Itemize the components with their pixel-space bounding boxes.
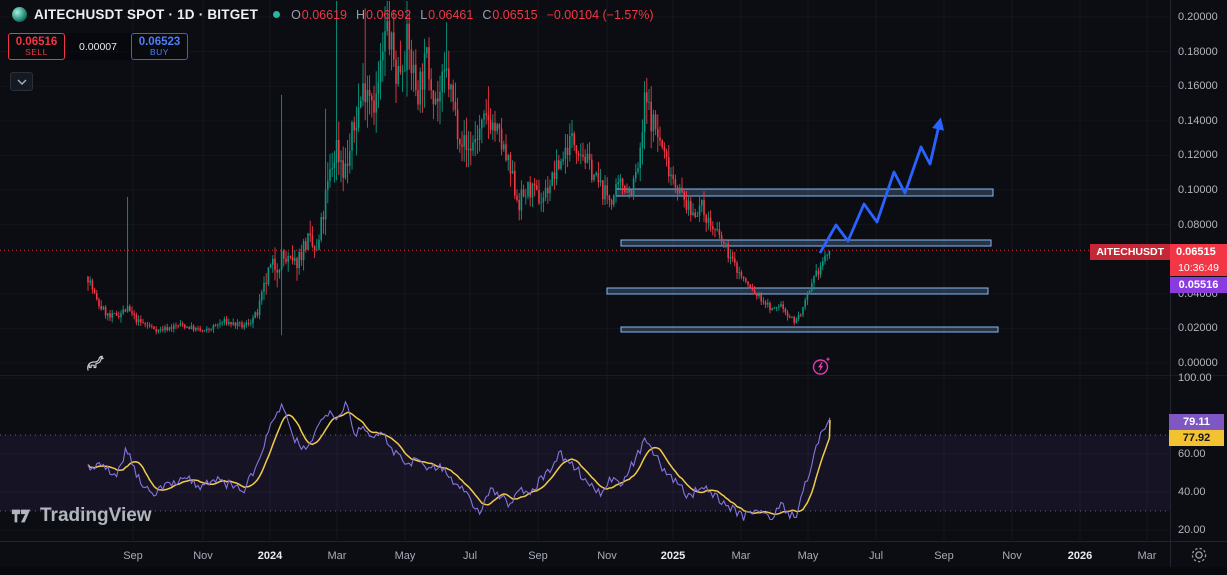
price-tick-label: 0.20000 xyxy=(1178,11,1218,23)
time-tick-month: Sep xyxy=(934,550,954,562)
buy-price: 0.06523 xyxy=(138,35,181,48)
time-tick-month: May xyxy=(797,550,819,562)
rsi-value-badge: 79.11 xyxy=(1169,414,1224,430)
buy-sell-widget: 0.06516 SELL 0.00007 0.06523 BUY xyxy=(8,33,188,60)
price-tick-label: 0.00000 xyxy=(1178,357,1218,369)
time-scale[interactable]: Sep Nov 2024 Mar May Jul Sep Nov 2025 Mar May Jul Se… xyxy=(0,541,1227,568)
rsi-ma-value-badge: 77.92 xyxy=(1169,430,1224,446)
rsi-tick-label: 20.00 xyxy=(1178,524,1206,536)
time-tick-month: Sep xyxy=(528,550,548,562)
time-tick-month: Nov xyxy=(193,550,213,562)
spread-value: 0.00007 xyxy=(65,33,131,60)
chart-legend: AITECHUSDT SPOT · 1D · BITGET O 0.06619 H… xyxy=(12,7,654,22)
time-tick-month: Jul xyxy=(462,550,478,562)
rsi-tick-label: 40.00 xyxy=(1178,486,1206,498)
price-tick-label: 0.08000 xyxy=(1178,218,1218,231)
tradingview-watermark[interactable]: TradingView xyxy=(10,505,152,527)
price-tick-label: 0.12000 xyxy=(1178,149,1218,162)
secondary-price-label: 0.05516 xyxy=(1170,277,1227,293)
time-tick-month: Nov xyxy=(597,550,617,562)
rsi-tick-label: 100.00 xyxy=(1178,372,1212,384)
bottom-strip xyxy=(0,567,1227,575)
price-tick-label: 0.14000 xyxy=(1178,114,1218,127)
close-value: 0.06515 xyxy=(492,7,538,22)
symbol-title[interactable]: AITECHUSDT SPOT · 1D · BITGET xyxy=(34,7,259,22)
settings-gear-icon[interactable] xyxy=(1188,545,1210,565)
time-tick-month: Mar xyxy=(731,550,751,562)
last-price-label: AITECHUSDT 0.06515 xyxy=(1090,244,1227,260)
open-value: 0.06619 xyxy=(301,7,347,22)
high-value: 0.06692 xyxy=(366,7,412,22)
dino-doodle-drawing xyxy=(84,349,110,380)
time-tick-month: Mar xyxy=(327,550,347,562)
chevron-down-icon xyxy=(17,79,26,85)
low-value: 0.06461 xyxy=(428,7,474,22)
time-tick-month: May xyxy=(394,550,416,562)
sell-label: SELL xyxy=(25,47,48,58)
buy-label: BUY xyxy=(150,47,169,58)
price-tick-label: 0.02000 xyxy=(1178,322,1218,335)
sell-price: 0.06516 xyxy=(15,35,58,48)
price-tick-label: 0.10000 xyxy=(1178,184,1218,196)
high-label: H xyxy=(355,7,366,22)
open-label: O xyxy=(291,7,301,22)
bar-countdown-label: 10:36:49 xyxy=(1170,260,1227,276)
time-tick-month: Sep xyxy=(123,550,143,562)
rsi-tick-label: 60.00 xyxy=(1178,448,1206,460)
time-tick-year: 2026 xyxy=(1067,550,1093,562)
symbol-logo-icon xyxy=(12,7,27,22)
time-tick-year: 2025 xyxy=(660,550,686,562)
time-tick-month: Jul xyxy=(868,550,884,562)
price-tick-label: 0.16000 xyxy=(1178,80,1218,93)
market-status-dot-icon xyxy=(273,11,281,18)
time-tick-year: 2024 xyxy=(257,550,283,562)
change-value: −0.00104 (−1.57%) xyxy=(546,7,654,22)
watermark-label: TradingView xyxy=(40,505,152,526)
buy-button[interactable]: 0.06523 BUY xyxy=(131,33,188,60)
close-label: C xyxy=(482,7,492,22)
collapse-panel-button[interactable] xyxy=(10,72,33,91)
time-tick-month: Nov xyxy=(1002,550,1022,562)
symbol-tag: AITECHUSDT xyxy=(1090,244,1170,260)
low-label: L xyxy=(420,7,428,22)
time-tick-month: Mar xyxy=(1137,550,1157,562)
price-tick-label: 0.18000 xyxy=(1178,45,1218,58)
sell-button[interactable]: 0.06516 SELL xyxy=(8,33,65,60)
tradingview-logo-icon xyxy=(11,509,31,523)
last-price-value: 0.06515 xyxy=(1170,244,1227,260)
lightning-drawing-icon[interactable] xyxy=(811,356,832,382)
ohlc-values: O 0.06619 H 0.06692 L 0.06461 C 0.06515 −0.0… xyxy=(291,8,654,22)
